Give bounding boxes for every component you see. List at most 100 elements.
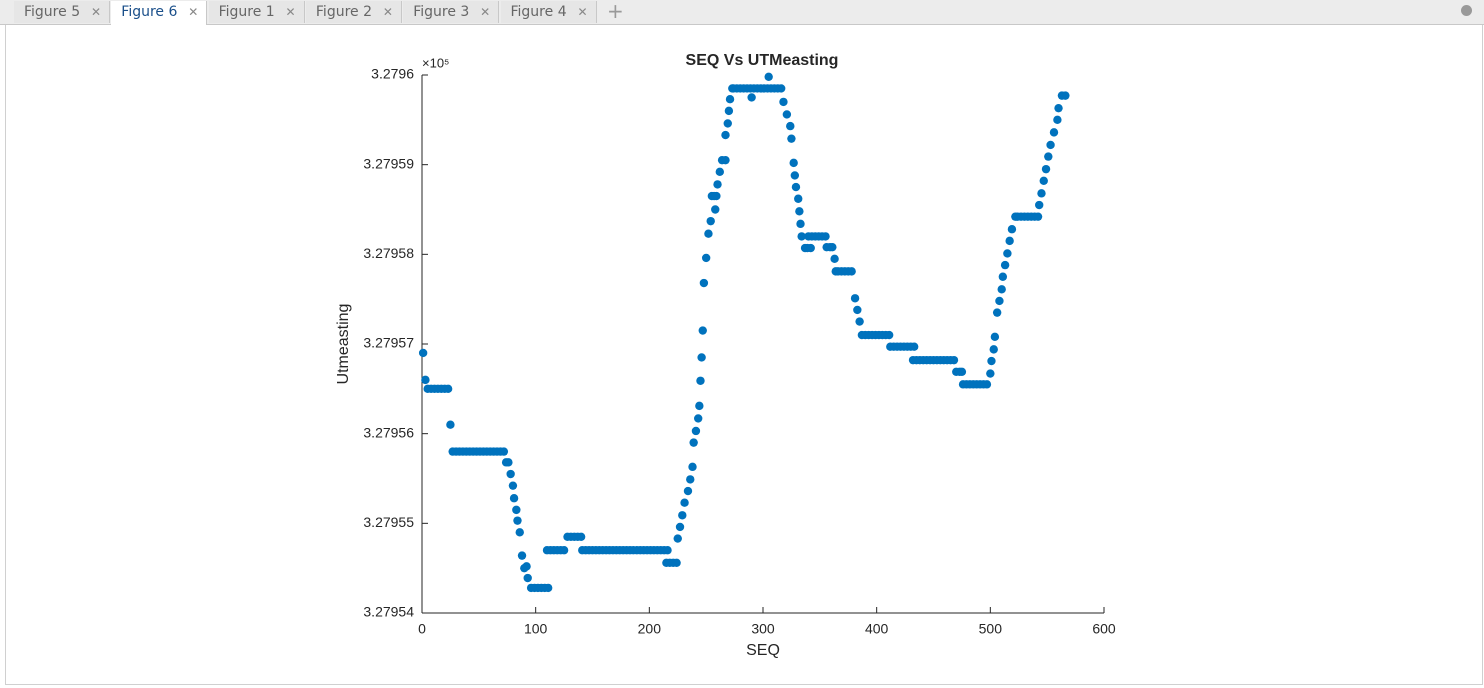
data-point [1053, 115, 1062, 125]
data-point [673, 534, 682, 543]
x-tick-label: 0 [418, 621, 426, 637]
data-point [830, 254, 839, 264]
data-point [721, 155, 730, 165]
data-point [828, 242, 837, 252]
tab-label: Figure 6 [121, 4, 178, 20]
data-point [782, 110, 792, 119]
data-point [517, 551, 527, 560]
close-tab-button[interactable]: ✕ [577, 5, 588, 19]
close-tab-button[interactable]: ✕ [480, 5, 491, 19]
data-point [672, 558, 681, 567]
data-point [680, 498, 689, 507]
data-point [1054, 103, 1063, 113]
data-point [821, 232, 830, 241]
data-point [1005, 236, 1014, 246]
data-point [850, 294, 860, 303]
data-point [446, 420, 455, 429]
data-point [509, 494, 519, 503]
figure-area [5, 25, 1483, 685]
data-point [949, 355, 959, 365]
data-point [1061, 91, 1070, 100]
data-point [689, 438, 698, 447]
data-point [786, 121, 795, 131]
data-point [706, 216, 715, 226]
data-point [704, 229, 713, 238]
data-point [715, 167, 725, 177]
x-tick-label: 100 [524, 621, 548, 637]
figure-tab[interactable]: Figure 5 ✕ [14, 1, 110, 23]
data-point [691, 426, 701, 436]
data-point [724, 106, 734, 116]
data-point [779, 97, 788, 107]
data-point [790, 171, 800, 180]
close-tab-button[interactable]: ✕ [188, 5, 199, 19]
y-tick-label: 3.27956 [363, 424, 414, 440]
data-point [721, 130, 730, 140]
data-point [747, 93, 756, 102]
data-point [795, 207, 804, 216]
close-tab-button[interactable]: ✕ [90, 5, 101, 19]
data-point [697, 353, 706, 362]
data-point [794, 194, 803, 203]
add-tab-button[interactable]: + [607, 0, 624, 23]
data-point [982, 380, 992, 389]
data-point [791, 182, 801, 192]
tab-bar: + Figure 5 ✕ Figure 6 ✕ Figure 1 ✕ Figure 2 ✕ Fi… [0, 0, 1484, 25]
data-point [688, 462, 697, 472]
data-point [512, 505, 521, 515]
data-point [576, 532, 586, 541]
y-tick-label: 3.27954 [363, 604, 414, 620]
data-point [995, 296, 1004, 306]
data-point [443, 384, 453, 394]
figure-tab[interactable]: Figure 3 ✕ [403, 1, 500, 23]
tab-label: Figure 2 [315, 4, 372, 20]
data-point [1037, 189, 1046, 198]
close-tab-button[interactable]: ✕ [382, 5, 393, 19]
data-point [559, 546, 569, 555]
data-point [764, 72, 773, 81]
data-point [1041, 164, 1051, 174]
data-point [418, 348, 428, 358]
data-point [1049, 128, 1059, 137]
data-point [711, 205, 720, 214]
data-point [699, 278, 709, 288]
data-point [504, 458, 513, 467]
x-tick-label: 300 [751, 621, 775, 637]
data-point [797, 232, 806, 241]
data-point [508, 481, 518, 490]
data-point [421, 375, 430, 385]
figure-tab[interactable]: Figure 4 ✕ [500, 1, 597, 23]
chart-title: SEQ Vs UTMeasting [686, 52, 839, 69]
y-tick-label: 3.27958 [363, 245, 414, 261]
data-point [990, 332, 1000, 342]
x-axis-label: SEQ [746, 642, 780, 659]
y-axis-label: Utmeasting [335, 304, 352, 385]
data-point [701, 253, 711, 263]
figure-tab[interactable]: Figure 1 ✕ [208, 1, 305, 23]
x-tick-label: 200 [638, 621, 662, 637]
data-point [543, 583, 553, 593]
data-point [987, 356, 996, 366]
data-point [853, 305, 862, 315]
data-point [695, 401, 704, 411]
data-point [787, 134, 796, 143]
tab-menu-button[interactable] [1461, 5, 1472, 16]
data-point [1000, 260, 1010, 270]
y-exponent: ×10⁵ [422, 55, 449, 70]
y-tick-label: 3.2796 [371, 66, 414, 82]
data-point [499, 447, 509, 456]
data-point [513, 516, 522, 525]
figure-tab[interactable]: Figure 6 ✕ [111, 1, 208, 25]
tab-label: Figure 5 [24, 4, 81, 20]
data-point [515, 528, 524, 537]
y-tick-label: 3.27959 [363, 155, 414, 171]
data-point [1007, 225, 1017, 234]
data-point [992, 308, 1002, 317]
figure-tab[interactable]: Figure 2 ✕ [305, 1, 402, 23]
data-point [675, 522, 685, 532]
data-point [986, 369, 995, 378]
data-point [696, 376, 705, 385]
close-tab-button[interactable]: ✕ [285, 5, 296, 19]
